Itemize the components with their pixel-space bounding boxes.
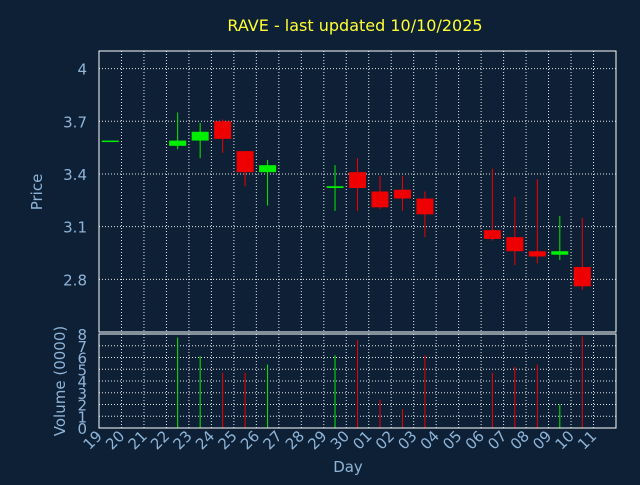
x-tick-label: 11 [574,427,600,453]
candle-body [483,230,501,239]
candle-body [259,165,277,173]
volume-panel-frame [98,333,617,429]
volume-tick-label: 0 [77,420,87,438]
candle-body [326,186,344,188]
candle-body [528,251,546,257]
volume-tick-label: 8 [77,326,87,344]
volume-tick-label: 4 [77,373,87,391]
candle-body [236,151,254,173]
candle-body [191,131,209,141]
volume-tick-label: 2 [77,397,87,415]
volume-tick-label: 1 [77,408,87,426]
candle-body [506,237,524,252]
price-y-ticks: 2.8 3.1 3.4 3.7 4 [63,61,87,290]
price-tick-label: 4 [77,61,87,79]
price-axis-label: Price [28,174,46,211]
volume-tick-label: 3 [77,385,87,403]
x-axis-label: Day [333,458,363,476]
volume-tick-label: 6 [77,350,87,368]
price-tick-label: 2.8 [63,271,87,289]
candle-body [416,198,434,215]
candle-body [349,172,366,188]
candle-body [573,267,591,287]
price-tick-label: 3.4 [63,166,87,184]
volume-bars [177,336,583,428]
price-tick-label: 3.1 [63,219,87,237]
volume-axis-label: Volume (0000) [51,326,69,436]
x-ticks: 1920212223242526272829300102030405060708… [80,427,601,453]
candle-body [551,251,569,255]
candle-body [169,140,187,146]
price-grid [99,51,616,332]
price-panel-frame [98,50,617,333]
chart-title: RAVE - last updated 10/10/2025 [227,16,482,35]
volume-tick-label: 7 [77,338,87,356]
price-tick-label: 3.7 [63,113,87,131]
volume-tick-label: 5 [77,361,87,379]
candles [101,112,591,290]
candle-body [214,121,232,139]
candle-body [393,189,411,199]
candle-body [101,140,119,143]
candle-body [371,191,389,208]
